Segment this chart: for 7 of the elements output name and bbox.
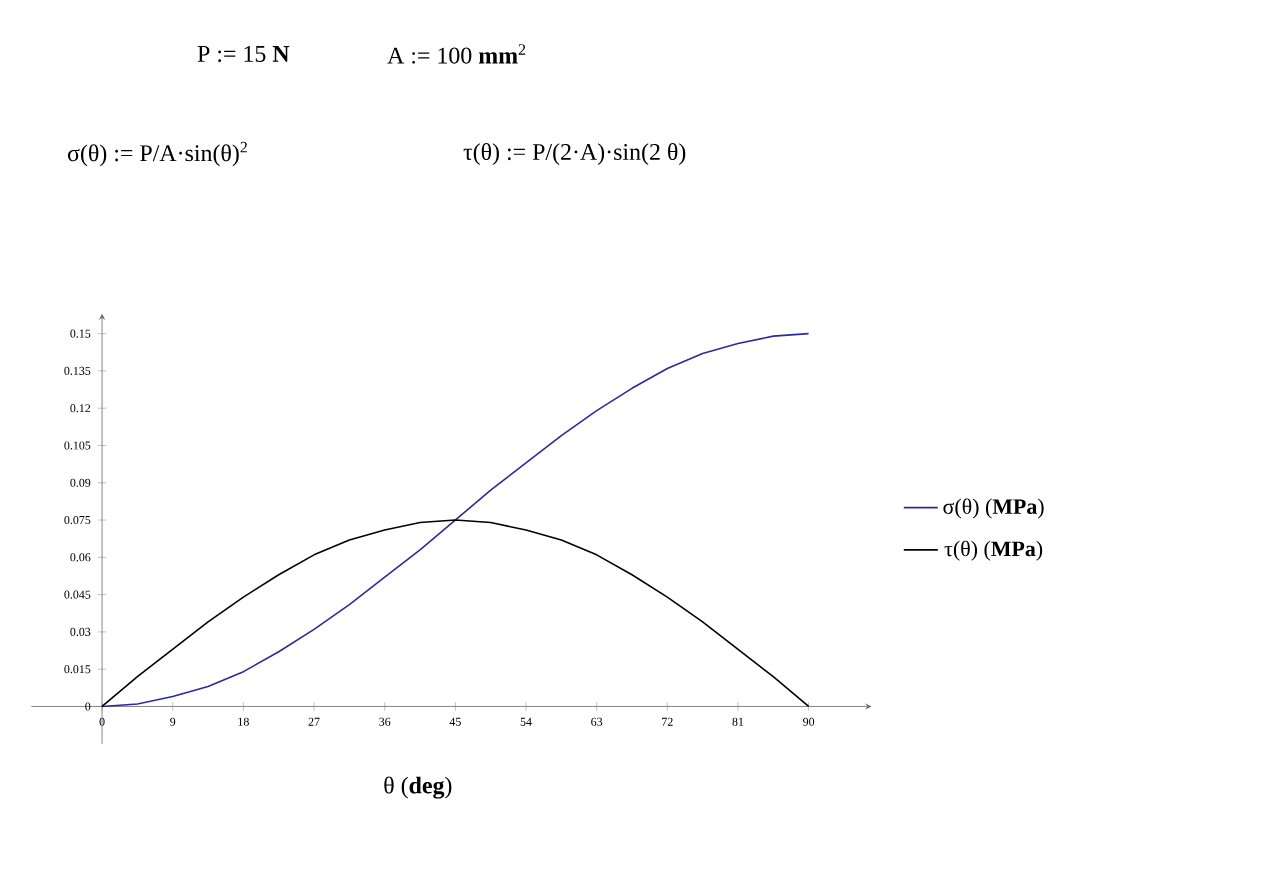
text: σ(θ) := P/A·sin(θ)$^{2}$ (67, 141, 247, 167)
text: P := 15 N (197, 45, 290, 63)
legend-label: σ(θ) (MPa) (943, 498, 1044, 519)
text: τ(θ) := P/(2·A)·sin(2 θ) (463, 143, 686, 165)
x-axis-title: θ (deg) (384, 776, 452, 799)
legend-label: τ(θ) (MPa) (944, 540, 1043, 561)
text: A := 100 mm$^{2}$ (387, 44, 526, 64)
